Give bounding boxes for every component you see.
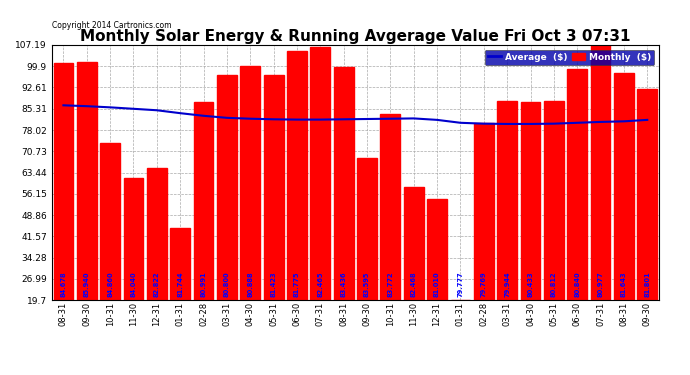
Title: Monthly Solar Energy & Running Avgerage Value Fri Oct 3 07:31: Monthly Solar Energy & Running Avgerage … — [80, 29, 631, 44]
Text: 85.940: 85.940 — [83, 272, 90, 297]
Text: 84.040: 84.040 — [130, 272, 137, 297]
Text: 81.744: 81.744 — [177, 272, 184, 297]
Text: Copyright 2014 Cartronics.com: Copyright 2014 Cartronics.com — [52, 21, 171, 30]
Bar — [194, 102, 213, 300]
Legend: Average  ($), Monthly  ($): Average ($), Monthly ($) — [484, 50, 654, 65]
Bar — [520, 102, 540, 300]
Text: 80.840: 80.840 — [574, 272, 580, 297]
Bar — [357, 158, 377, 300]
Text: 80.991: 80.991 — [201, 272, 206, 297]
Bar — [427, 199, 447, 300]
Bar — [264, 75, 284, 300]
Bar — [310, 47, 331, 300]
Text: 82.822: 82.822 — [154, 272, 160, 297]
Bar — [614, 73, 634, 300]
Bar — [147, 168, 167, 300]
Text: 81.423: 81.423 — [270, 272, 277, 297]
Text: 80.433: 80.433 — [527, 272, 533, 297]
Text: 80.800: 80.800 — [224, 272, 230, 297]
Bar — [334, 68, 353, 300]
Text: 81.801: 81.801 — [644, 272, 650, 297]
Bar — [77, 62, 97, 300]
Bar — [170, 228, 190, 300]
Text: 84.860: 84.860 — [107, 272, 113, 297]
Text: 80.977: 80.977 — [598, 272, 604, 297]
Bar — [124, 178, 144, 300]
Text: 81.775: 81.775 — [294, 272, 300, 297]
Bar — [240, 66, 260, 300]
Bar — [474, 123, 494, 300]
Text: 82.465: 82.465 — [317, 272, 324, 297]
Bar — [567, 69, 587, 300]
Text: 80.812: 80.812 — [551, 272, 557, 297]
Text: 83.595: 83.595 — [364, 272, 370, 297]
Bar — [404, 187, 424, 300]
Bar — [544, 101, 564, 300]
Bar — [380, 114, 400, 300]
Text: 81.010: 81.010 — [434, 272, 440, 297]
Text: 80.888: 80.888 — [247, 272, 253, 297]
Text: 82.468: 82.468 — [411, 272, 417, 297]
Text: 79.777: 79.777 — [457, 272, 464, 297]
Text: 79.944: 79.944 — [504, 272, 510, 297]
Bar — [497, 101, 517, 300]
Text: 83.436: 83.436 — [341, 272, 346, 297]
Bar — [638, 89, 657, 300]
Text: 81.643: 81.643 — [621, 272, 627, 297]
Bar — [100, 143, 120, 300]
Bar — [217, 75, 237, 300]
Text: 84.678: 84.678 — [61, 272, 66, 297]
Bar — [591, 44, 611, 300]
Text: 83.772: 83.772 — [387, 272, 393, 297]
Bar — [287, 51, 307, 300]
Bar — [54, 63, 73, 300]
Text: 79.769: 79.769 — [481, 272, 487, 297]
